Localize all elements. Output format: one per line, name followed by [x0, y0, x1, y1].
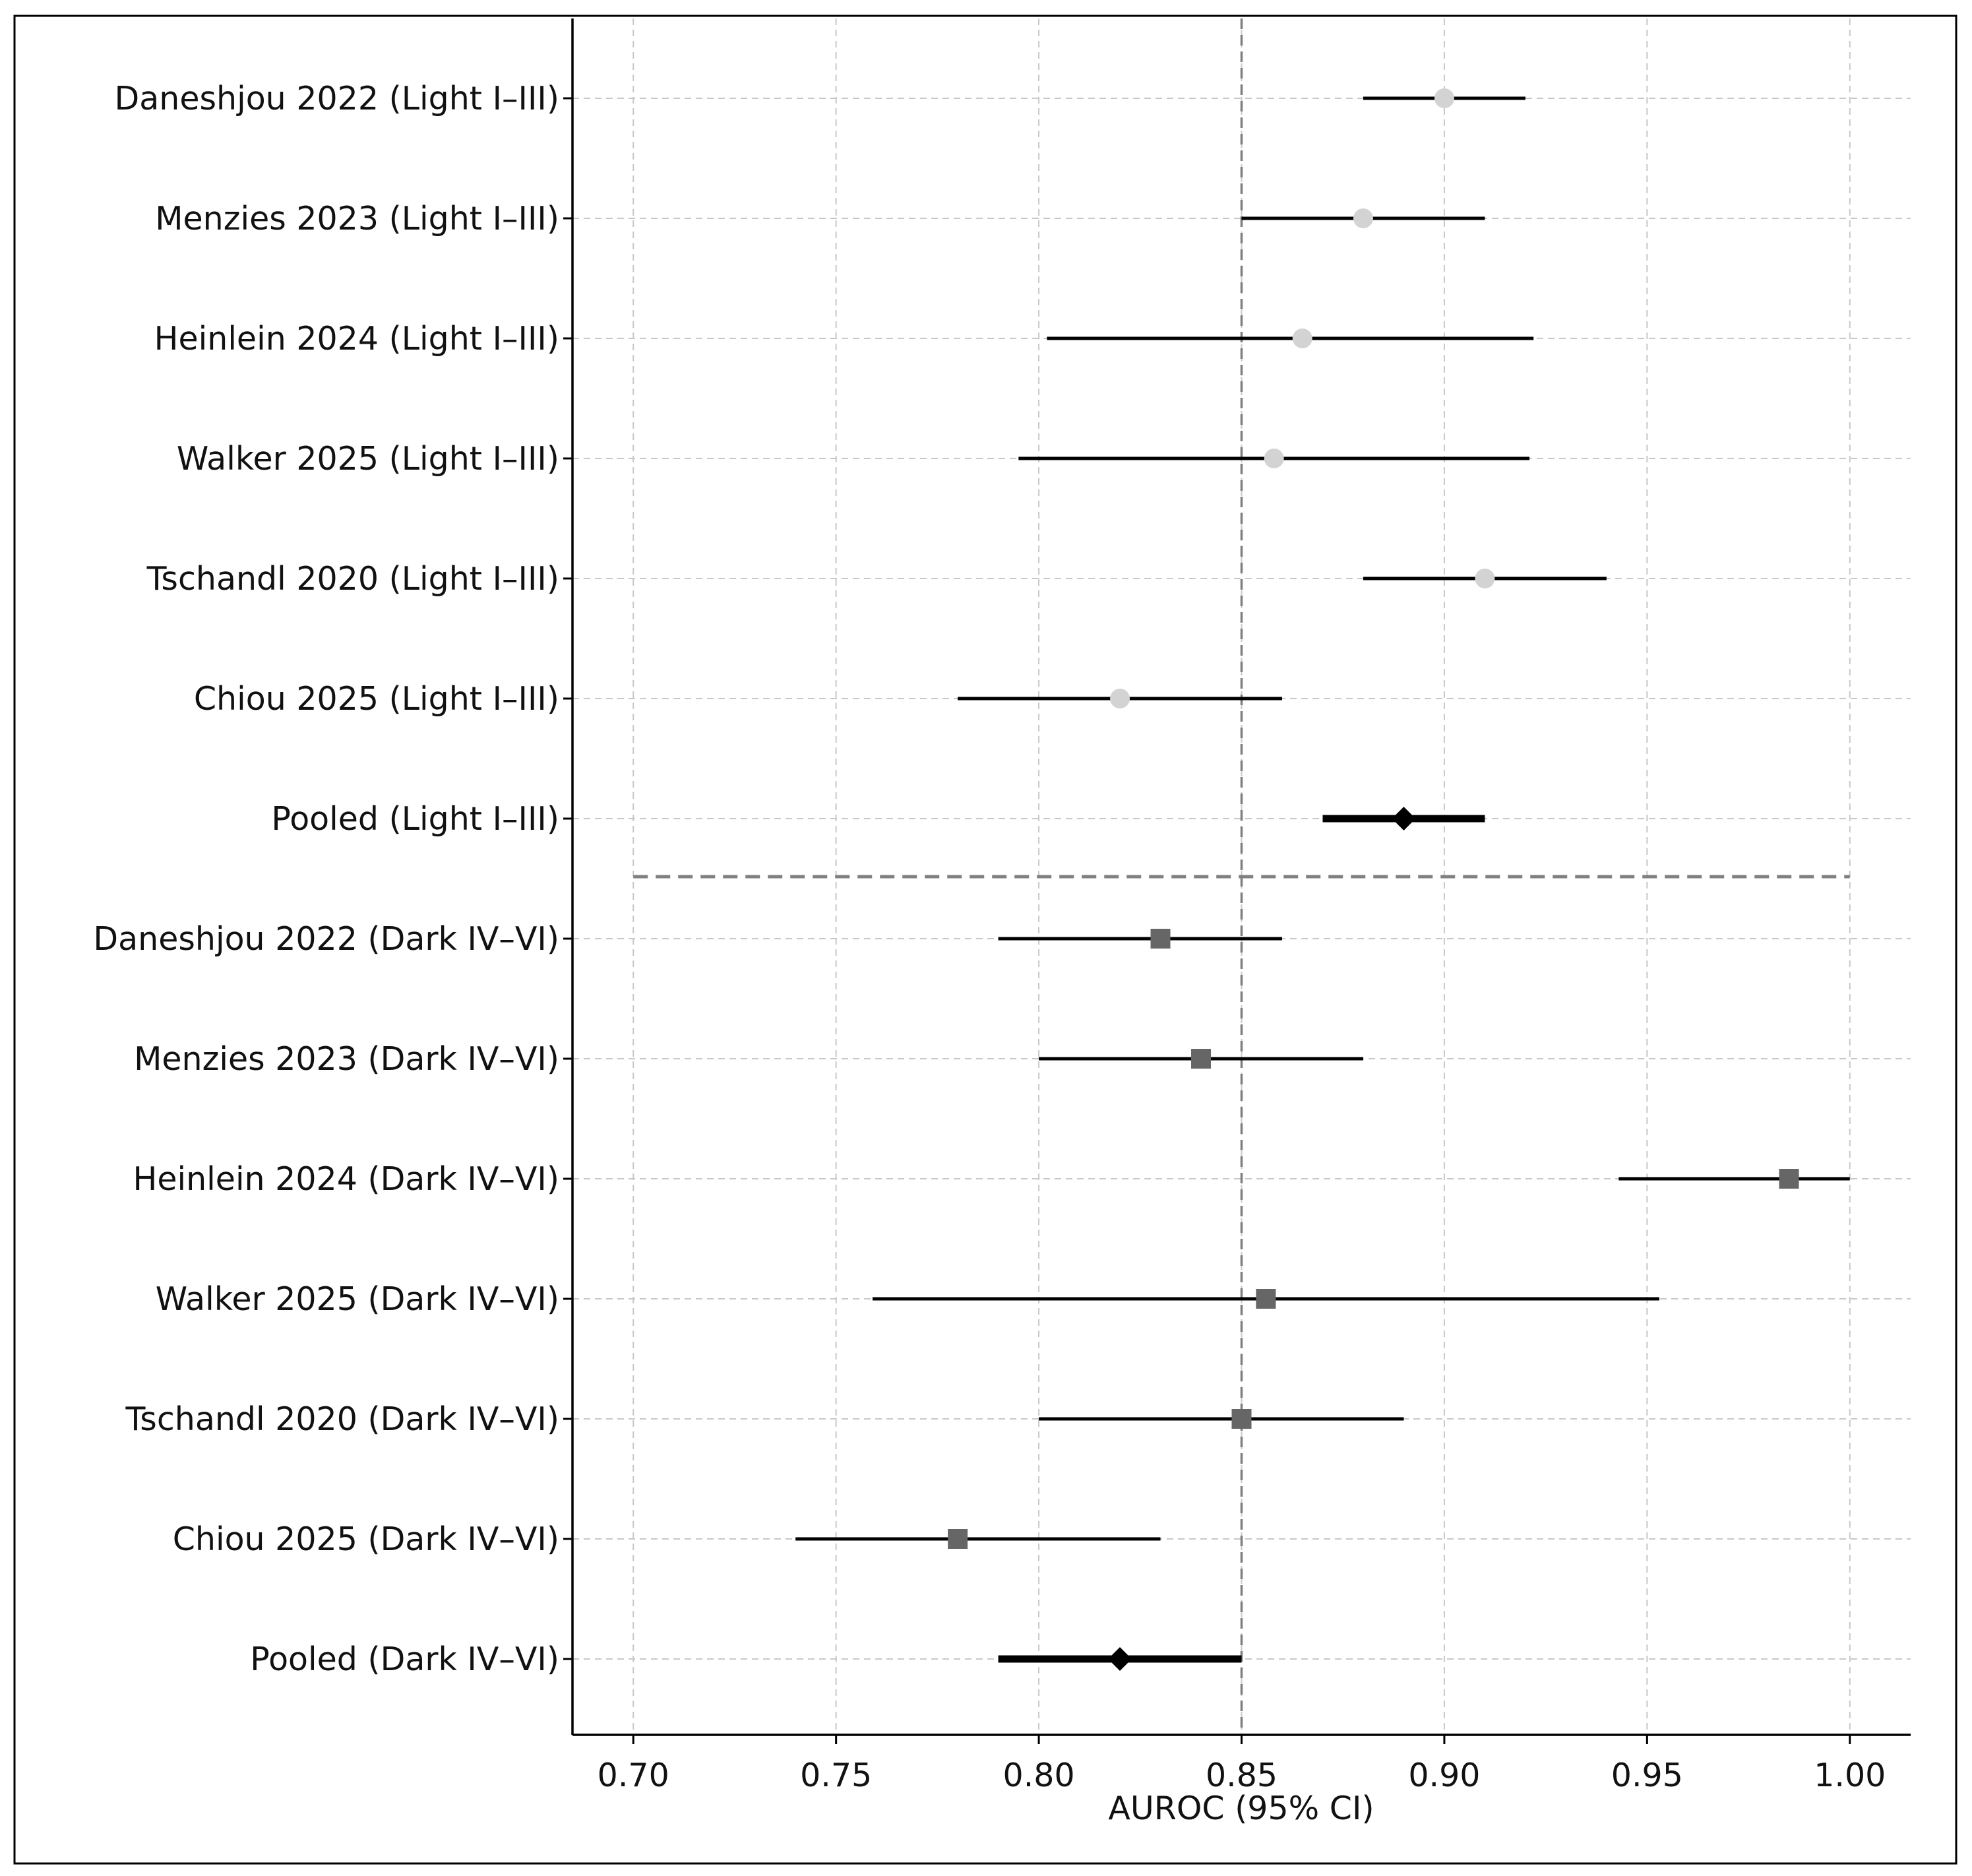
estimate-square-marker — [948, 1529, 968, 1549]
study-label: Daneshjou 2022 (Dark IV–VI) — [93, 920, 559, 958]
study-label: Chiou 2025 (Dark IV–VI) — [173, 1520, 559, 1558]
figure-border — [13, 15, 1957, 1865]
estimate-circle-marker — [1292, 328, 1312, 348]
x-tick-label: 0.95 — [1611, 1757, 1683, 1794]
estimate-square-marker — [1150, 929, 1171, 949]
study-label: Heinlein 2024 (Dark IV–VI) — [133, 1160, 559, 1198]
x-tick-label: 1.00 — [1814, 1757, 1886, 1794]
study-label: Walker 2025 (Light I–III) — [177, 440, 559, 478]
estimate-circle-marker — [1264, 449, 1284, 468]
x-tick-label: 0.80 — [1003, 1757, 1075, 1794]
pooled-diamond-marker — [1392, 807, 1416, 830]
study-label: Heinlein 2024 (Light I–III) — [154, 320, 559, 358]
x-axis-ticks: 0.70 0.75 0.80 0.85 0.90 0.95 1.00 — [598, 1735, 1886, 1794]
x-tick-label: 0.90 — [1408, 1757, 1480, 1794]
estimate-circle-marker — [1475, 569, 1495, 588]
estimate-square-marker — [1779, 1169, 1799, 1189]
study-label: Daneshjou 2022 (Light I–III) — [115, 80, 559, 117]
point-estimates — [948, 88, 1799, 1671]
study-label: Tschandl 2020 (Light I–III) — [146, 560, 559, 598]
estimate-circle-marker — [1110, 689, 1130, 708]
estimate-square-marker — [1231, 1409, 1252, 1429]
study-label: Menzies 2023 (Dark IV–VI) — [134, 1040, 559, 1078]
pooled-label: Pooled (Light I–III) — [271, 800, 559, 838]
pooled-label: Pooled (Dark IV–VI) — [250, 1641, 559, 1678]
estimate-circle-marker — [1353, 208, 1373, 228]
study-label: Walker 2025 (Dark IV–VI) — [156, 1280, 559, 1318]
x-tick-label: 0.75 — [800, 1757, 872, 1794]
x-axis-title: AUROC (95% CI) — [1108, 1790, 1374, 1827]
study-labels: Daneshjou 2022 (Light I–III) Menzies 2023… — [93, 80, 572, 1678]
x-tick-label: 0.85 — [1206, 1757, 1278, 1794]
grid-lines — [572, 18, 1911, 1735]
study-label: Menzies 2023 (Light I–III) — [155, 200, 559, 237]
study-label: Chiou 2025 (Light I–III) — [194, 680, 559, 718]
estimate-square-marker — [1191, 1049, 1212, 1069]
study-label: Tschandl 2020 (Dark IV–VI) — [125, 1400, 559, 1438]
x-tick-label: 0.70 — [598, 1757, 669, 1794]
pooled-diamond-marker — [1108, 1647, 1132, 1671]
estimate-square-marker — [1256, 1289, 1276, 1309]
estimate-circle-marker — [1434, 88, 1454, 108]
